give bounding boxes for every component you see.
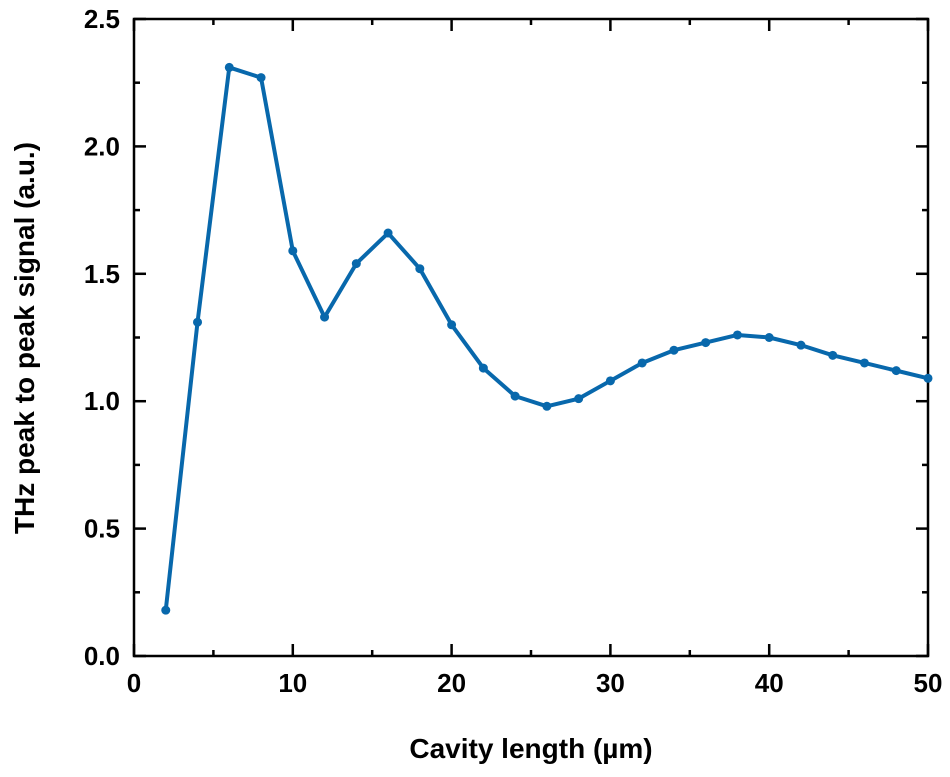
plot-border	[132, 17, 930, 658]
data-point-marker	[542, 401, 552, 411]
data-point-marker	[320, 312, 330, 322]
y-axis: 0.0 0.5 1.0 1.5 2.0 2.5	[84, 4, 928, 671]
data-point-marker	[701, 338, 711, 348]
plot-frame	[132, 17, 930, 658]
data-series	[161, 62, 933, 615]
data-point-marker	[415, 264, 425, 274]
data-point-marker	[383, 228, 393, 238]
data-point-marker	[796, 340, 806, 350]
data-point-marker	[288, 246, 298, 256]
x-tick-label: 20	[437, 668, 466, 698]
x-axis-title: Cavity length (µm)	[409, 733, 652, 764]
data-point-marker	[256, 73, 266, 83]
x-tick-label: 10	[278, 668, 307, 698]
data-point-marker	[510, 391, 520, 401]
data-point-marker	[637, 358, 647, 368]
data-point-marker	[828, 350, 838, 360]
data-point-marker	[669, 345, 679, 355]
data-point-marker	[605, 376, 615, 386]
data-point-marker	[859, 358, 869, 368]
y-tick-label: 1.0	[84, 386, 120, 416]
data-point-marker	[574, 394, 584, 404]
data-point-marker	[161, 605, 171, 615]
y-tick-label: 1.5	[84, 259, 120, 289]
x-axis: 0 10 20 30 40 50	[127, 19, 943, 698]
data-point-marker	[193, 317, 203, 327]
x-tick-label: 0	[127, 668, 141, 698]
y-tick-label: 2.5	[84, 4, 120, 34]
y-axis-title: THz peak to peak signal (a.u.)	[9, 142, 40, 534]
y-tick-label: 0.0	[84, 641, 120, 671]
data-point-marker	[447, 320, 457, 330]
y-tick-label: 0.5	[84, 514, 120, 544]
y-tick-label: 2.0	[84, 131, 120, 161]
data-point-marker	[478, 363, 488, 373]
x-tick-label: 30	[596, 668, 625, 698]
data-point-marker	[923, 373, 933, 383]
x-tick-label: 50	[914, 668, 943, 698]
data-point-marker	[891, 366, 901, 376]
series-line	[163, 65, 929, 611]
data-point-marker	[764, 333, 774, 342]
data-point-marker	[732, 330, 742, 340]
data-point-marker	[351, 259, 361, 269]
x-tick-label: 40	[755, 668, 784, 698]
data-point-marker	[224, 62, 234, 72]
